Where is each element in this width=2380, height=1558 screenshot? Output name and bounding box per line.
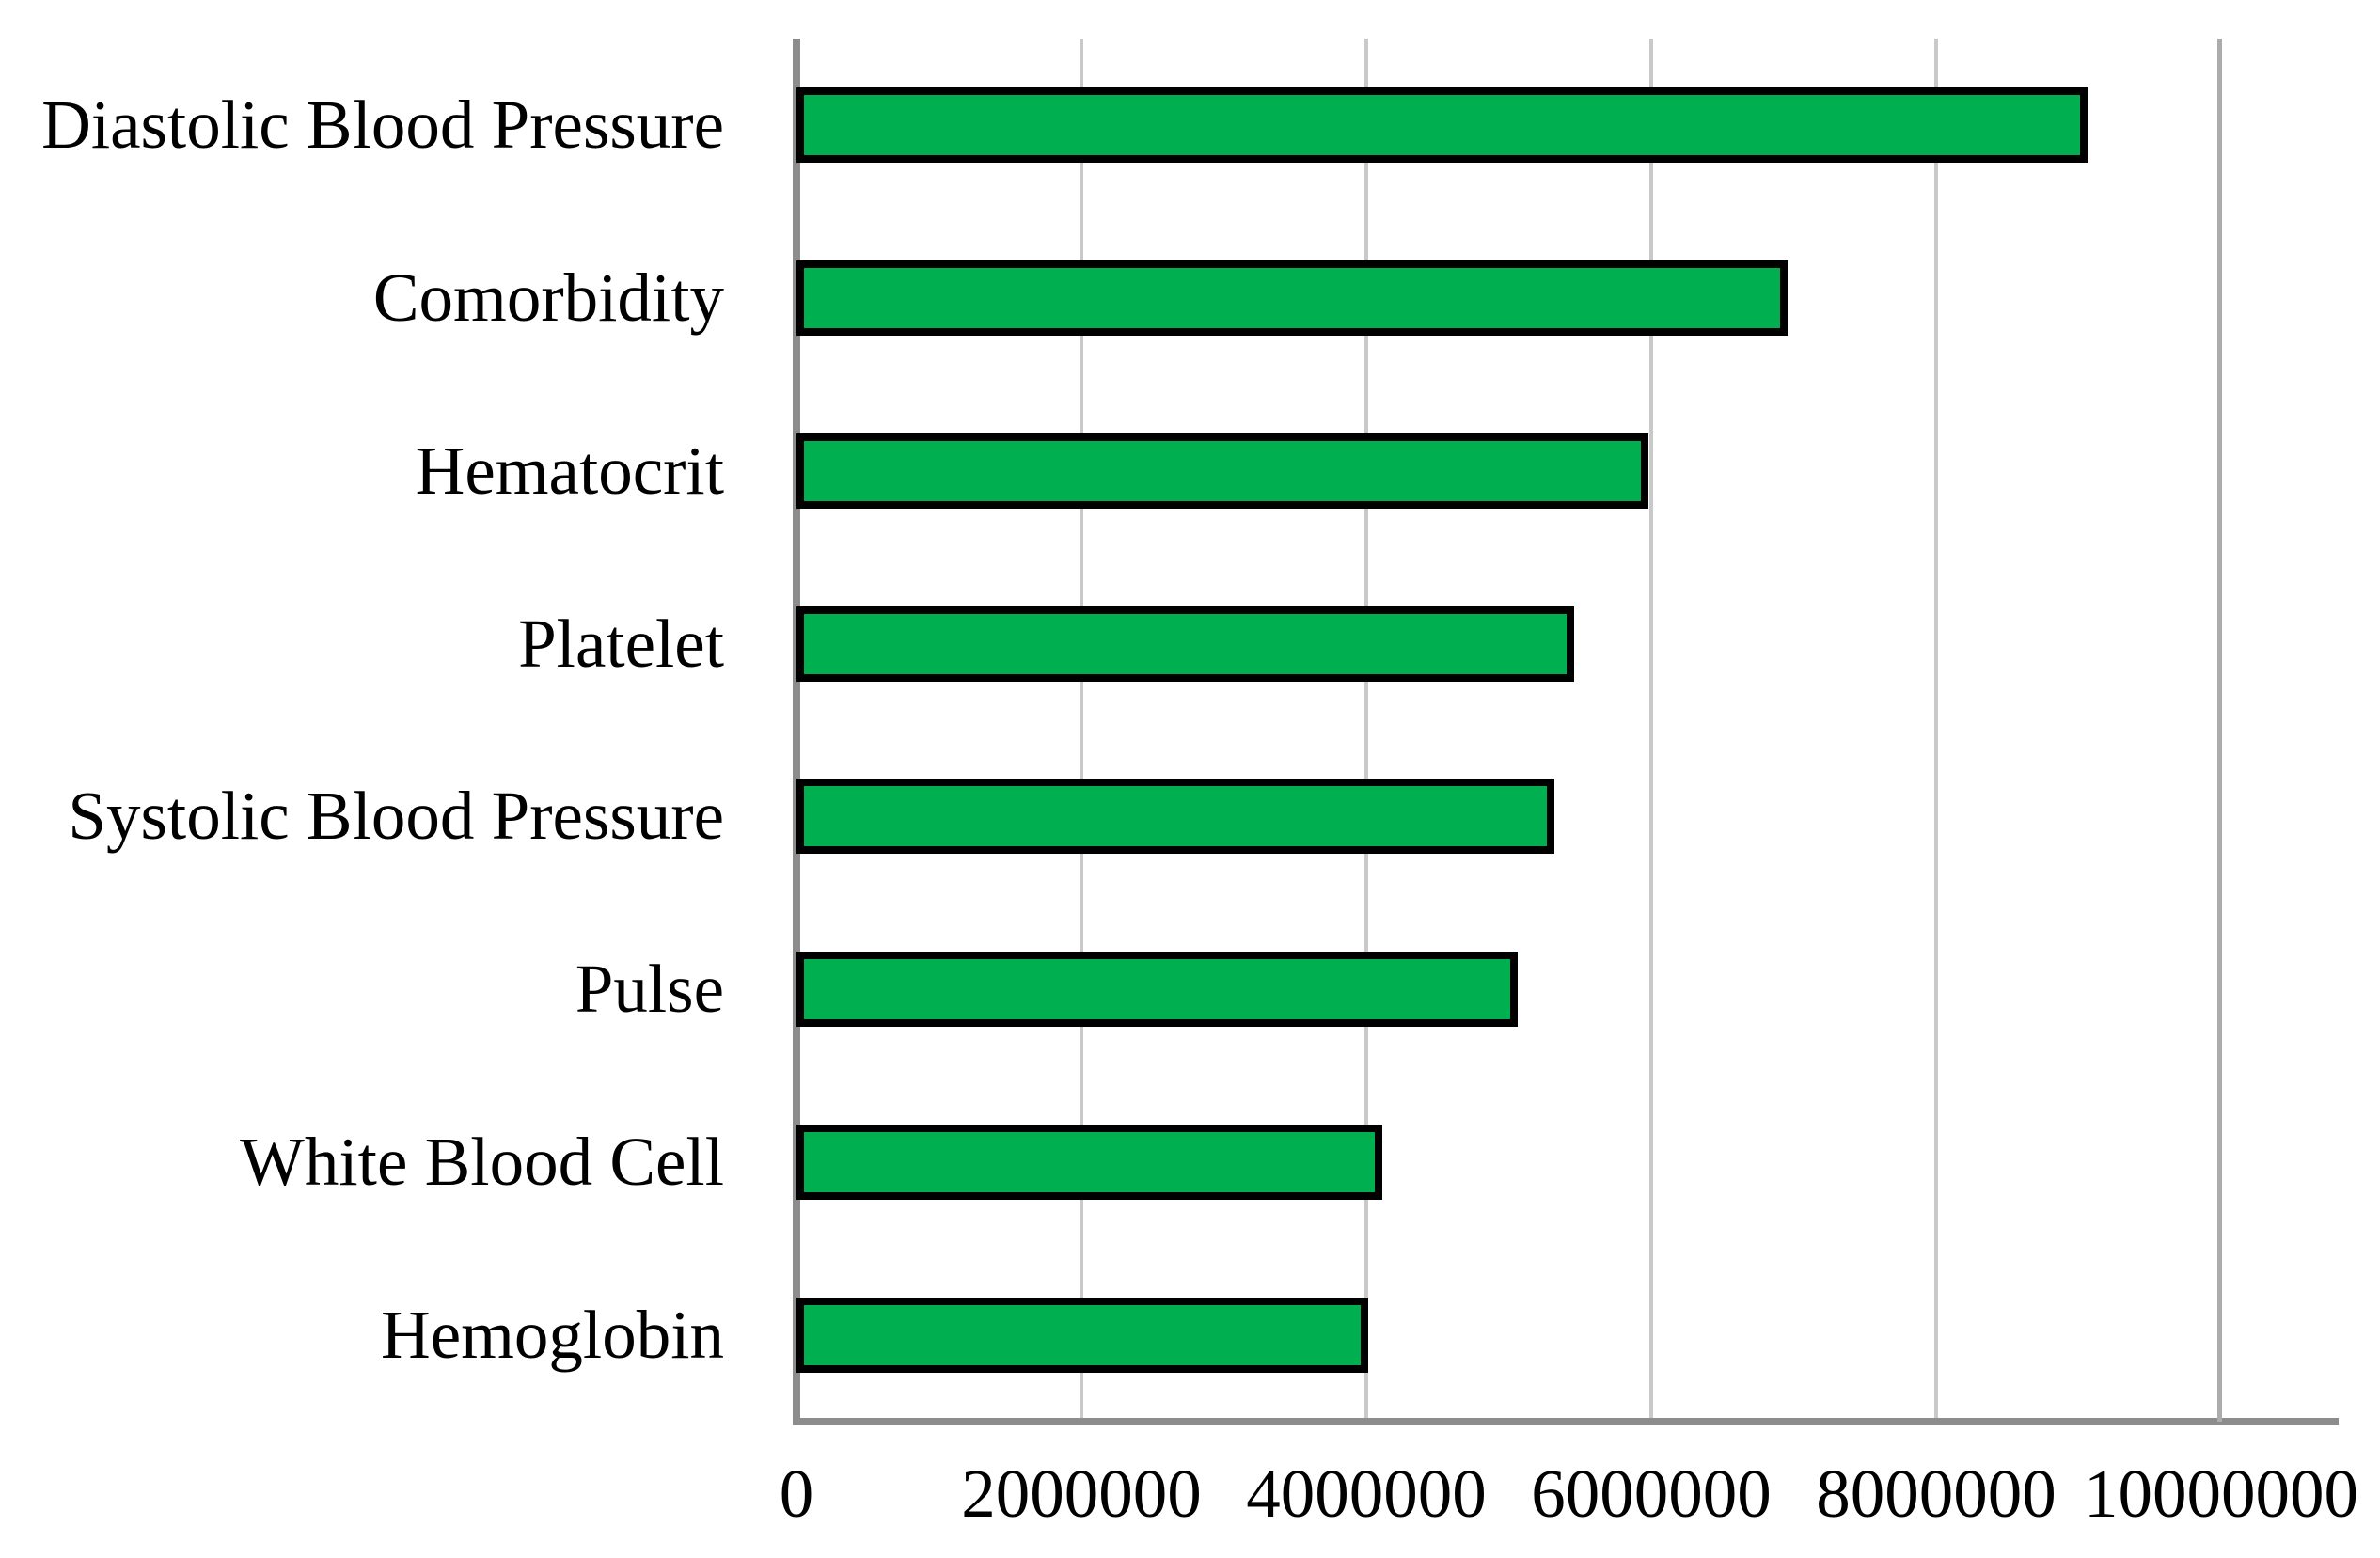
x-tick-label: 8000000 (1816, 1456, 2057, 1532)
gridline (1364, 39, 1368, 1418)
x-tick-label: 2000000 (961, 1456, 1202, 1532)
category-label: Platelet (518, 606, 724, 682)
gridline (1649, 39, 1653, 1418)
x-tick-label: 4000000 (1246, 1456, 1487, 1532)
gridline (1934, 39, 1938, 1418)
y-axis-line (793, 39, 800, 1425)
bar (796, 779, 1554, 855)
category-label: Hematocrit (415, 433, 724, 509)
category-label: Hemoglobin (381, 1297, 724, 1373)
category-label: Comorbidity (372, 260, 724, 336)
bar (796, 433, 1648, 509)
gridline (1080, 39, 1083, 1418)
x-tick-label: 10000000 (2084, 1456, 2358, 1532)
plot-right-border (2217, 39, 2222, 1422)
bar (796, 952, 1518, 1028)
category-label: White Blood Cell (240, 1124, 724, 1200)
bar (796, 87, 2088, 163)
x-axis-line (793, 1418, 2339, 1425)
bar (796, 260, 1788, 336)
plot-area (796, 39, 2221, 1422)
bar (796, 606, 1574, 682)
x-tick-label: 0 (779, 1456, 814, 1532)
bar (796, 1298, 1368, 1374)
category-label: Diastolic Blood Pressure (41, 87, 724, 163)
bar (796, 1125, 1382, 1201)
category-label: Pulse (575, 951, 724, 1027)
x-tick-label: 6000000 (1531, 1456, 1772, 1532)
category-label: Systolic Blood Pressure (68, 778, 724, 854)
